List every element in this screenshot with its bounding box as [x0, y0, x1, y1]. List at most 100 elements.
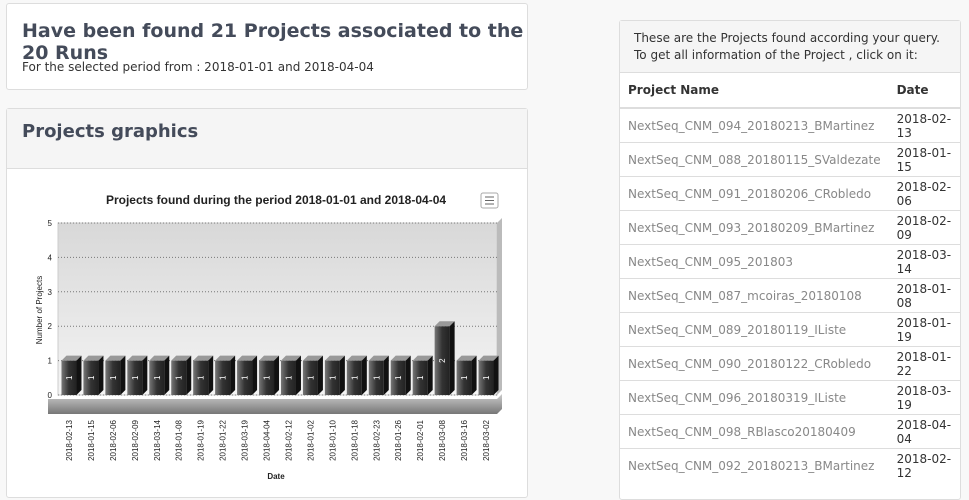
data-label: 1: [241, 375, 250, 380]
plot-side: [497, 218, 502, 395]
project-name[interactable]: NextSeq_CNM_091_20180206_CRobledo: [620, 176, 889, 211]
bar-top: [193, 355, 214, 361]
project-date[interactable]: 2018-03-14: [888, 244, 960, 279]
project-date[interactable]: 2018-02-12: [888, 448, 960, 482]
project-name[interactable]: NextSeq_CNM_094_20180213_BMartinez: [620, 107, 889, 143]
data-label: 1: [263, 375, 272, 380]
bar-top: [368, 355, 389, 361]
project-name[interactable]: NextSeq_CNM_098_RBlasco20180409: [620, 414, 889, 449]
bar-front: [215, 360, 231, 395]
x-tick-label: 2018-02-01: [416, 419, 425, 460]
x-tick-label: 2018-02-23: [372, 419, 381, 460]
bar: [390, 355, 411, 395]
bar-top: [83, 355, 104, 361]
x-tick-label: 2018-02-12: [284, 419, 293, 460]
bar-top: [324, 355, 345, 361]
project-date[interactable]: 2018-01-19: [888, 312, 960, 347]
project-row[interactable]: NextSeq_CNM_089_20180119_IListe 2018-01-1…: [620, 312, 960, 347]
bar: [127, 355, 148, 395]
bar-side: [164, 355, 170, 395]
project-date[interactable]: 2018-02-09: [888, 210, 960, 245]
project-name[interactable]: NextSeq_CNM_092_20180213_BMartinez: [620, 448, 889, 482]
projects-panel: These are the Projects found according y…: [619, 20, 961, 500]
data-label: 1: [372, 375, 381, 380]
bar-front: [478, 360, 494, 395]
menu-button[interactable]: [480, 192, 499, 209]
bar-side: [449, 321, 455, 395]
y-axis-label: Number of Projects: [35, 276, 44, 344]
project-name[interactable]: NextSeq_CNM_095_201803: [620, 244, 889, 279]
bar: [171, 355, 192, 395]
project-row[interactable]: NextSeq_CNM_095_201803 2018-03-14: [620, 244, 960, 279]
data-label: 1: [350, 375, 359, 380]
bar-side: [230, 355, 236, 395]
bar-side: [493, 355, 499, 395]
bar-front: [346, 360, 362, 395]
x-tick-label: 2018-01-10: [328, 419, 337, 460]
y-tick-label: 4: [48, 253, 53, 262]
bar: [149, 355, 170, 395]
project-date[interactable]: 2018-01-22: [888, 346, 960, 381]
project-row[interactable]: NextSeq_CNM_093_20180209_BMartinez 2018-0…: [620, 210, 960, 245]
project-date[interactable]: 2018-01-15: [888, 142, 960, 177]
x-tick-label: 2018-03-08: [438, 419, 447, 460]
project-name[interactable]: NextSeq_CNM_088_20180115_SValdezate: [620, 142, 889, 177]
project-row[interactable]: NextSeq_CNM_098_RBlasco20180409 2018-04-0…: [620, 414, 960, 449]
project-name[interactable]: NextSeq_CNM_090_20180122_CRobledo: [620, 346, 889, 381]
column-header: Date: [888, 73, 960, 109]
bar: [368, 355, 389, 395]
data-label: 1: [65, 375, 74, 380]
bar-side: [471, 355, 477, 395]
project-date[interactable]: 2018-01-08: [888, 278, 960, 313]
project-row[interactable]: NextSeq_CNM_092_20180213_BMartinez 2018-0…: [620, 448, 960, 482]
bar: [456, 355, 477, 395]
bar-front: [412, 360, 428, 395]
bar-top: [434, 321, 455, 327]
data-label: 1: [460, 375, 469, 380]
bar-front: [61, 360, 77, 395]
y-tick-label: 3: [48, 288, 53, 297]
bar-front: [302, 360, 318, 395]
graphics-header: Projects graphics: [7, 109, 527, 169]
bar-top: [259, 355, 280, 361]
bar-top: [127, 355, 148, 361]
bar-front: [149, 360, 165, 395]
project-name[interactable]: NextSeq_CNM_087_mcoiras_20180108: [620, 278, 889, 313]
bar-top: [105, 355, 126, 361]
project-date[interactable]: 2018-03-19: [888, 380, 960, 415]
bar-front: [193, 360, 209, 395]
bar: [237, 355, 258, 395]
project-date[interactable]: 2018-02-13: [888, 107, 960, 143]
bar-top: [346, 355, 367, 361]
bar-top: [61, 355, 82, 361]
bar-front: [456, 360, 472, 395]
data-label: 1: [219, 375, 228, 380]
x-tick-label: 2018-02-09: [131, 419, 140, 460]
project-name[interactable]: NextSeq_CNM_089_20180119_IListe: [620, 312, 889, 347]
data-label: 1: [394, 375, 403, 380]
bar-side: [186, 355, 192, 395]
bar-front: [259, 360, 275, 395]
project-row[interactable]: NextSeq_CNM_088_20180115_SValdezate 2018-…: [620, 142, 960, 177]
project-row[interactable]: NextSeq_CNM_090_20180122_CRobledo 2018-01…: [620, 346, 960, 381]
project-row[interactable]: NextSeq_CNM_091_20180206_CRobledo 2018-02…: [620, 176, 960, 211]
bar-top: [390, 355, 411, 361]
bar-side: [120, 355, 126, 395]
project-name[interactable]: NextSeq_CNM_093_20180209_BMartinez: [620, 210, 889, 245]
project-row[interactable]: NextSeq_CNM_087_mcoiras_20180108 2018-01-…: [620, 278, 960, 313]
project-date[interactable]: 2018-02-06: [888, 176, 960, 211]
x-tick-label: 2018-01-18: [350, 419, 359, 460]
bar-side: [274, 355, 280, 395]
bar-top: [456, 355, 477, 361]
data-label: 2: [438, 358, 447, 363]
project-name[interactable]: NextSeq_CNM_096_20180319_IListe: [620, 380, 889, 415]
bar-side: [427, 355, 433, 395]
x-tick-label: 2018-01-19: [197, 419, 206, 460]
project-row[interactable]: NextSeq_CNM_096_20180319_IListe 2018-03-1…: [620, 380, 960, 415]
bar: [61, 355, 82, 395]
project-date[interactable]: 2018-04-04: [888, 414, 960, 449]
x-tick-label: 2018-03-02: [482, 419, 491, 460]
project-row[interactable]: NextSeq_CNM_094_20180213_BMartinez 2018-0…: [620, 107, 960, 143]
page: Have been found 21 Projects associated t…: [6, 3, 961, 500]
graphics-title: Projects graphics: [22, 121, 199, 142]
